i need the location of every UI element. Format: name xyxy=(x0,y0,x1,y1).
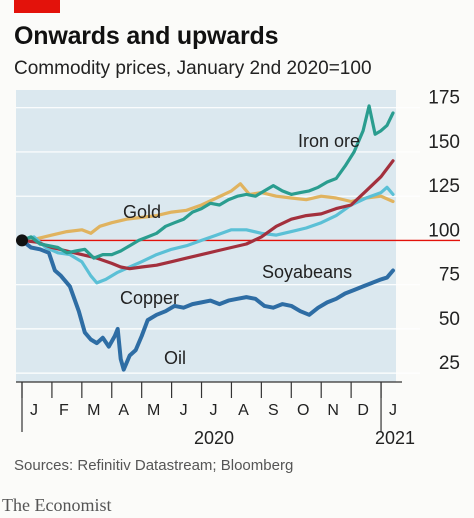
x-tick-label-2: M xyxy=(87,402,100,419)
y-tick-label-25: 25 xyxy=(439,353,460,374)
series-line-copper xyxy=(20,185,395,285)
y-tick-label-175: 175 xyxy=(428,88,460,109)
y-tick-label-125: 125 xyxy=(428,176,460,197)
series-label-gold: Gold xyxy=(123,202,161,222)
x-tick-label-3: A xyxy=(118,402,129,419)
y-tick-label-150: 150 xyxy=(428,132,460,153)
source-note: Sources: Refinitiv Datastream; Bloomberg xyxy=(14,457,294,474)
x-tick-label-12: J xyxy=(389,402,397,419)
series-label-soyabeans: Soyabeans xyxy=(262,262,352,282)
chart-title: Onwards and upwards xyxy=(14,22,279,50)
series-label-copper: Copper xyxy=(120,288,179,308)
x-tick-label-7: A xyxy=(238,402,249,419)
chart-subtitle: Commodity prices, January 2nd 2020=100 xyxy=(14,58,372,79)
series-line-soyabeans xyxy=(20,159,395,271)
x-tick-label-5: J xyxy=(180,402,188,419)
year-label-2021: 2021 xyxy=(375,428,415,448)
y-tick-label-100: 100 xyxy=(428,220,460,241)
brand-logo: The Economist xyxy=(2,495,112,515)
series-line-iron-ore xyxy=(20,104,395,260)
plot-background xyxy=(16,90,396,382)
x-tick-label-8: S xyxy=(268,402,279,419)
y-tick-label-75: 75 xyxy=(439,265,460,286)
start-point-dot xyxy=(16,234,28,247)
x-tick-label-6: J xyxy=(210,402,218,419)
x-tick-label-10: N xyxy=(327,402,339,419)
series-line-gold xyxy=(20,182,395,242)
series-line-oil xyxy=(20,238,395,372)
x-tick-label-11: D xyxy=(357,402,369,419)
series-label-oil: Oil xyxy=(164,348,186,368)
series-label-iron-ore: Iron ore xyxy=(298,131,360,151)
x-tick-label-1: F xyxy=(59,402,69,419)
year-label-2020: 2020 xyxy=(194,428,234,448)
x-tick-label-9: O xyxy=(297,402,309,419)
x-tick-label-0: J xyxy=(30,402,38,419)
y-tick-label-50: 50 xyxy=(439,309,460,330)
x-tick-label-4: M xyxy=(147,402,160,419)
brand-red-tag xyxy=(14,0,60,13)
